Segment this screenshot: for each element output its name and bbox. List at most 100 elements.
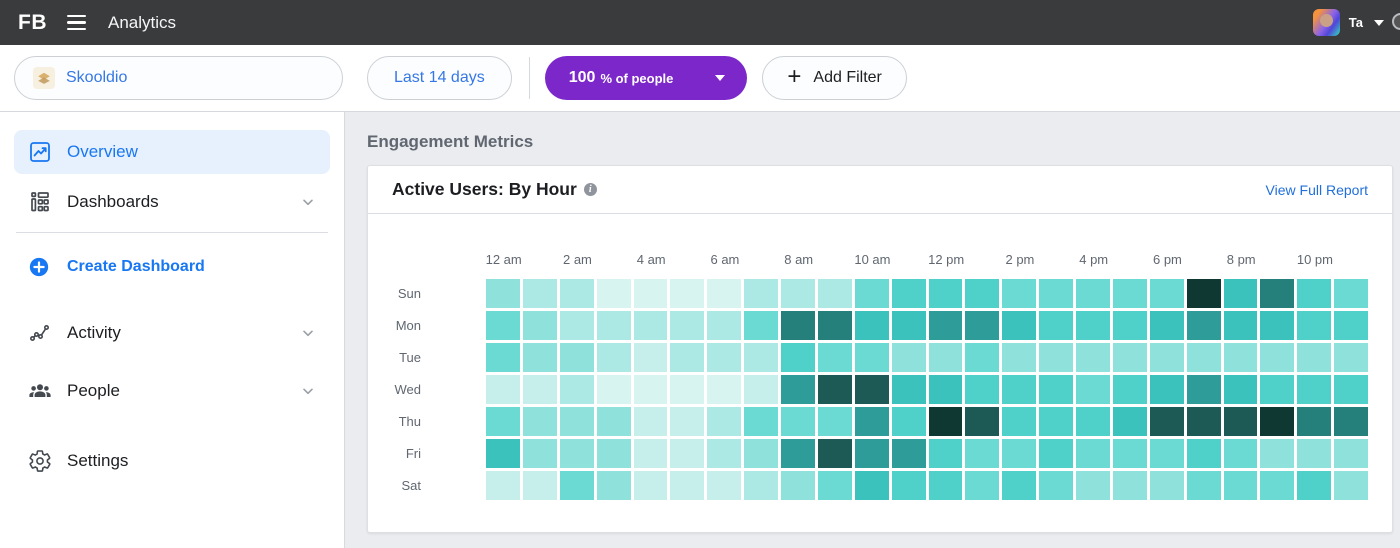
heatmap-cell[interactable] xyxy=(891,343,926,372)
heatmap-cell[interactable] xyxy=(817,279,852,308)
heatmap-cell[interactable] xyxy=(744,471,778,500)
heatmap-cell[interactable] xyxy=(1149,407,1184,436)
heatmap-cell[interactable] xyxy=(1297,279,1332,308)
view-full-report-link[interactable]: View Full Report xyxy=(1265,181,1368,198)
heatmap-cell[interactable] xyxy=(817,311,852,340)
heatmap-cell[interactable] xyxy=(1334,407,1368,436)
sidebar-item-settings[interactable]: Settings xyxy=(14,439,330,483)
heatmap-cell[interactable] xyxy=(1334,439,1368,468)
heatmap-cell[interactable] xyxy=(1186,375,1221,404)
heatmap-cell[interactable] xyxy=(522,407,557,436)
heatmap-cell[interactable] xyxy=(559,375,594,404)
heatmap-cell[interactable] xyxy=(1039,439,1073,468)
heatmap-cell[interactable] xyxy=(1112,311,1147,340)
heatmap-cell[interactable] xyxy=(928,407,963,436)
heatmap-cell[interactable] xyxy=(965,311,1000,340)
heatmap-cell[interactable] xyxy=(670,311,705,340)
heatmap-cell[interactable] xyxy=(965,407,1000,436)
heatmap-cell[interactable] xyxy=(707,471,742,500)
heatmap-cell[interactable] xyxy=(744,375,778,404)
heatmap-cell[interactable] xyxy=(854,439,889,468)
heatmap-cell[interactable] xyxy=(1002,375,1037,404)
heatmap-cell[interactable] xyxy=(891,311,926,340)
sidebar-item-dashboards[interactable]: Dashboards xyxy=(14,180,330,224)
heatmap-cell[interactable] xyxy=(559,439,594,468)
heatmap-cell[interactable] xyxy=(1039,375,1073,404)
heatmap-cell[interactable] xyxy=(1334,311,1368,340)
heatmap-cell[interactable] xyxy=(559,311,594,340)
heatmap-cell[interactable] xyxy=(1186,343,1221,372)
heatmap-cell[interactable] xyxy=(1334,279,1368,308)
heatmap-cell[interactable] xyxy=(1149,375,1184,404)
heatmap-cell[interactable] xyxy=(596,311,631,340)
heatmap-cell[interactable] xyxy=(670,407,705,436)
heatmap-cell[interactable] xyxy=(817,439,852,468)
heatmap-cell[interactable] xyxy=(1112,279,1147,308)
heatmap-cell[interactable] xyxy=(744,279,778,308)
heatmap-cell[interactable] xyxy=(633,279,668,308)
heatmap-cell[interactable] xyxy=(854,311,889,340)
heatmap-cell[interactable] xyxy=(670,439,705,468)
heatmap-cell[interactable] xyxy=(1149,279,1184,308)
avatar[interactable] xyxy=(1312,9,1340,36)
user-menu[interactable]: Ta xyxy=(1312,9,1384,36)
heatmap-cell[interactable] xyxy=(744,343,778,372)
heatmap-cell[interactable] xyxy=(1112,471,1147,500)
heatmap-cell[interactable] xyxy=(965,343,1000,372)
heatmap-cell[interactable] xyxy=(1223,407,1258,436)
hamburger-menu-icon[interactable] xyxy=(67,14,86,31)
heatmap-cell[interactable] xyxy=(1260,343,1295,372)
heatmap-cell[interactable] xyxy=(928,471,963,500)
heatmap-cell[interactable] xyxy=(928,343,963,372)
heatmap-cell[interactable] xyxy=(1334,471,1368,500)
heatmap-cell[interactable] xyxy=(965,279,1000,308)
heatmap-cell[interactable] xyxy=(1260,407,1295,436)
heatmap-cell[interactable] xyxy=(559,279,594,308)
sidebar-item-overview[interactable]: Overview xyxy=(14,130,330,174)
heatmap-cell[interactable] xyxy=(1297,375,1332,404)
heatmap-cell[interactable] xyxy=(596,407,631,436)
heatmap-cell[interactable] xyxy=(486,343,520,372)
heatmap-cell[interactable] xyxy=(781,471,815,500)
heatmap-cell[interactable] xyxy=(633,311,668,340)
heatmap-cell[interactable] xyxy=(891,439,926,468)
heatmap-cell[interactable] xyxy=(1186,311,1221,340)
heatmap-cell[interactable] xyxy=(1260,375,1295,404)
heatmap-cell[interactable] xyxy=(707,311,742,340)
heatmap-cell[interactable] xyxy=(781,439,815,468)
heatmap-cell[interactable] xyxy=(633,343,668,372)
heatmap-cell[interactable] xyxy=(891,279,926,308)
heatmap-cell[interactable] xyxy=(522,279,557,308)
heatmap-cell[interactable] xyxy=(633,407,668,436)
heatmap-cell[interactable] xyxy=(596,375,631,404)
heatmap-cell[interactable] xyxy=(1186,439,1221,468)
heatmap-cell[interactable] xyxy=(854,471,889,500)
heatmap-cell[interactable] xyxy=(1002,407,1037,436)
heatmap-cell[interactable] xyxy=(670,279,705,308)
heatmap-cell[interactable] xyxy=(928,439,963,468)
heatmap-cell[interactable] xyxy=(1149,471,1184,500)
heatmap-cell[interactable] xyxy=(522,311,557,340)
heatmap-cell[interactable] xyxy=(596,279,631,308)
heatmap-cell[interactable] xyxy=(744,439,778,468)
heatmap-cell[interactable] xyxy=(1002,279,1037,308)
heatmap-cell[interactable] xyxy=(817,375,852,404)
heatmap-cell[interactable] xyxy=(1223,471,1258,500)
sidebar-item-people[interactable]: People xyxy=(14,369,330,413)
heatmap-cell[interactable] xyxy=(707,407,742,436)
heatmap-cell[interactable] xyxy=(1039,279,1073,308)
heatmap-cell[interactable] xyxy=(1112,343,1147,372)
heatmap-cell[interactable] xyxy=(1076,439,1110,468)
heatmap-cell[interactable] xyxy=(1149,439,1184,468)
heatmap-cell[interactable] xyxy=(1260,439,1295,468)
heatmap-cell[interactable] xyxy=(891,375,926,404)
heatmap-cell[interactable] xyxy=(781,407,815,436)
heatmap-cell[interactable] xyxy=(1334,375,1368,404)
heatmap-cell[interactable] xyxy=(670,471,705,500)
heatmap-cell[interactable] xyxy=(559,407,594,436)
heatmap-cell[interactable] xyxy=(522,375,557,404)
heatmap-cell[interactable] xyxy=(1223,311,1258,340)
heatmap-cell[interactable] xyxy=(1223,343,1258,372)
heatmap-cell[interactable] xyxy=(1223,279,1258,308)
sidebar-item-activity[interactable]: Activity xyxy=(14,311,330,355)
